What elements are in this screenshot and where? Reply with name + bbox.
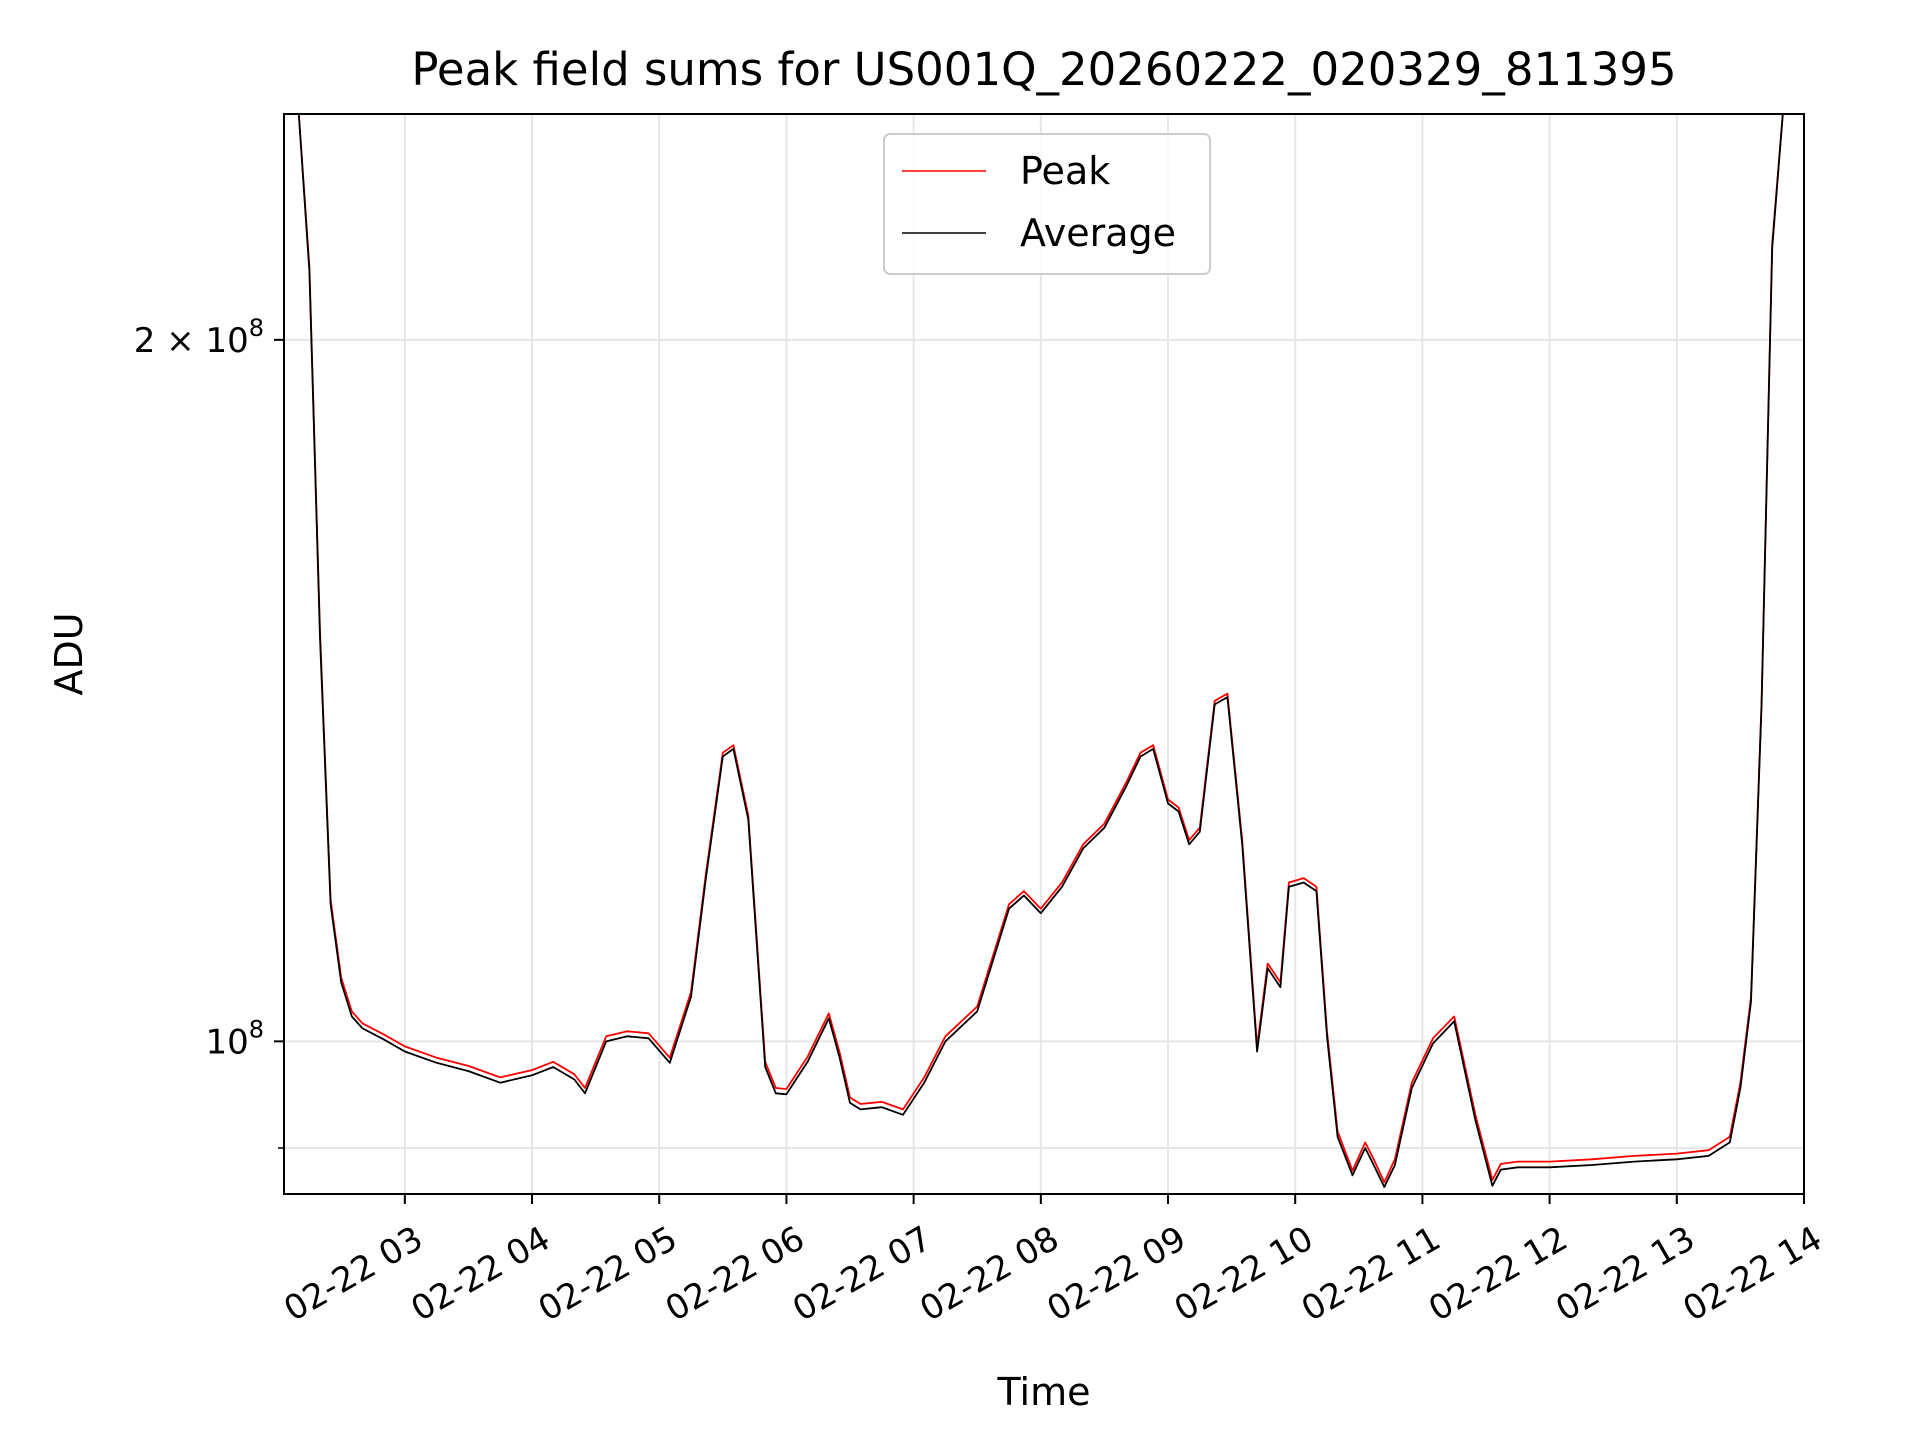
grid [284,114,1805,1194]
y-tick-label: 108 [205,1015,264,1062]
chart-title: Peak field sums for US001Q_20260222_0203… [411,43,1676,96]
legend: Peak Average [883,133,1211,275]
series-line-average [284,114,1804,1188]
y-axis-label: ADU [47,612,91,695]
x-axis-label: Time [997,1370,1091,1414]
plot-frame [283,113,1805,1195]
legend-label-peak: Peak [1020,149,1110,193]
legend-box [883,133,1211,275]
y-axis: 108 2 × 108 [134,314,284,1149]
y-tick-label: 2 × 108 [134,314,264,361]
legend-label-average: Average [1020,211,1176,255]
series-line-peak [284,114,1804,1184]
series-layer [284,114,1804,1188]
